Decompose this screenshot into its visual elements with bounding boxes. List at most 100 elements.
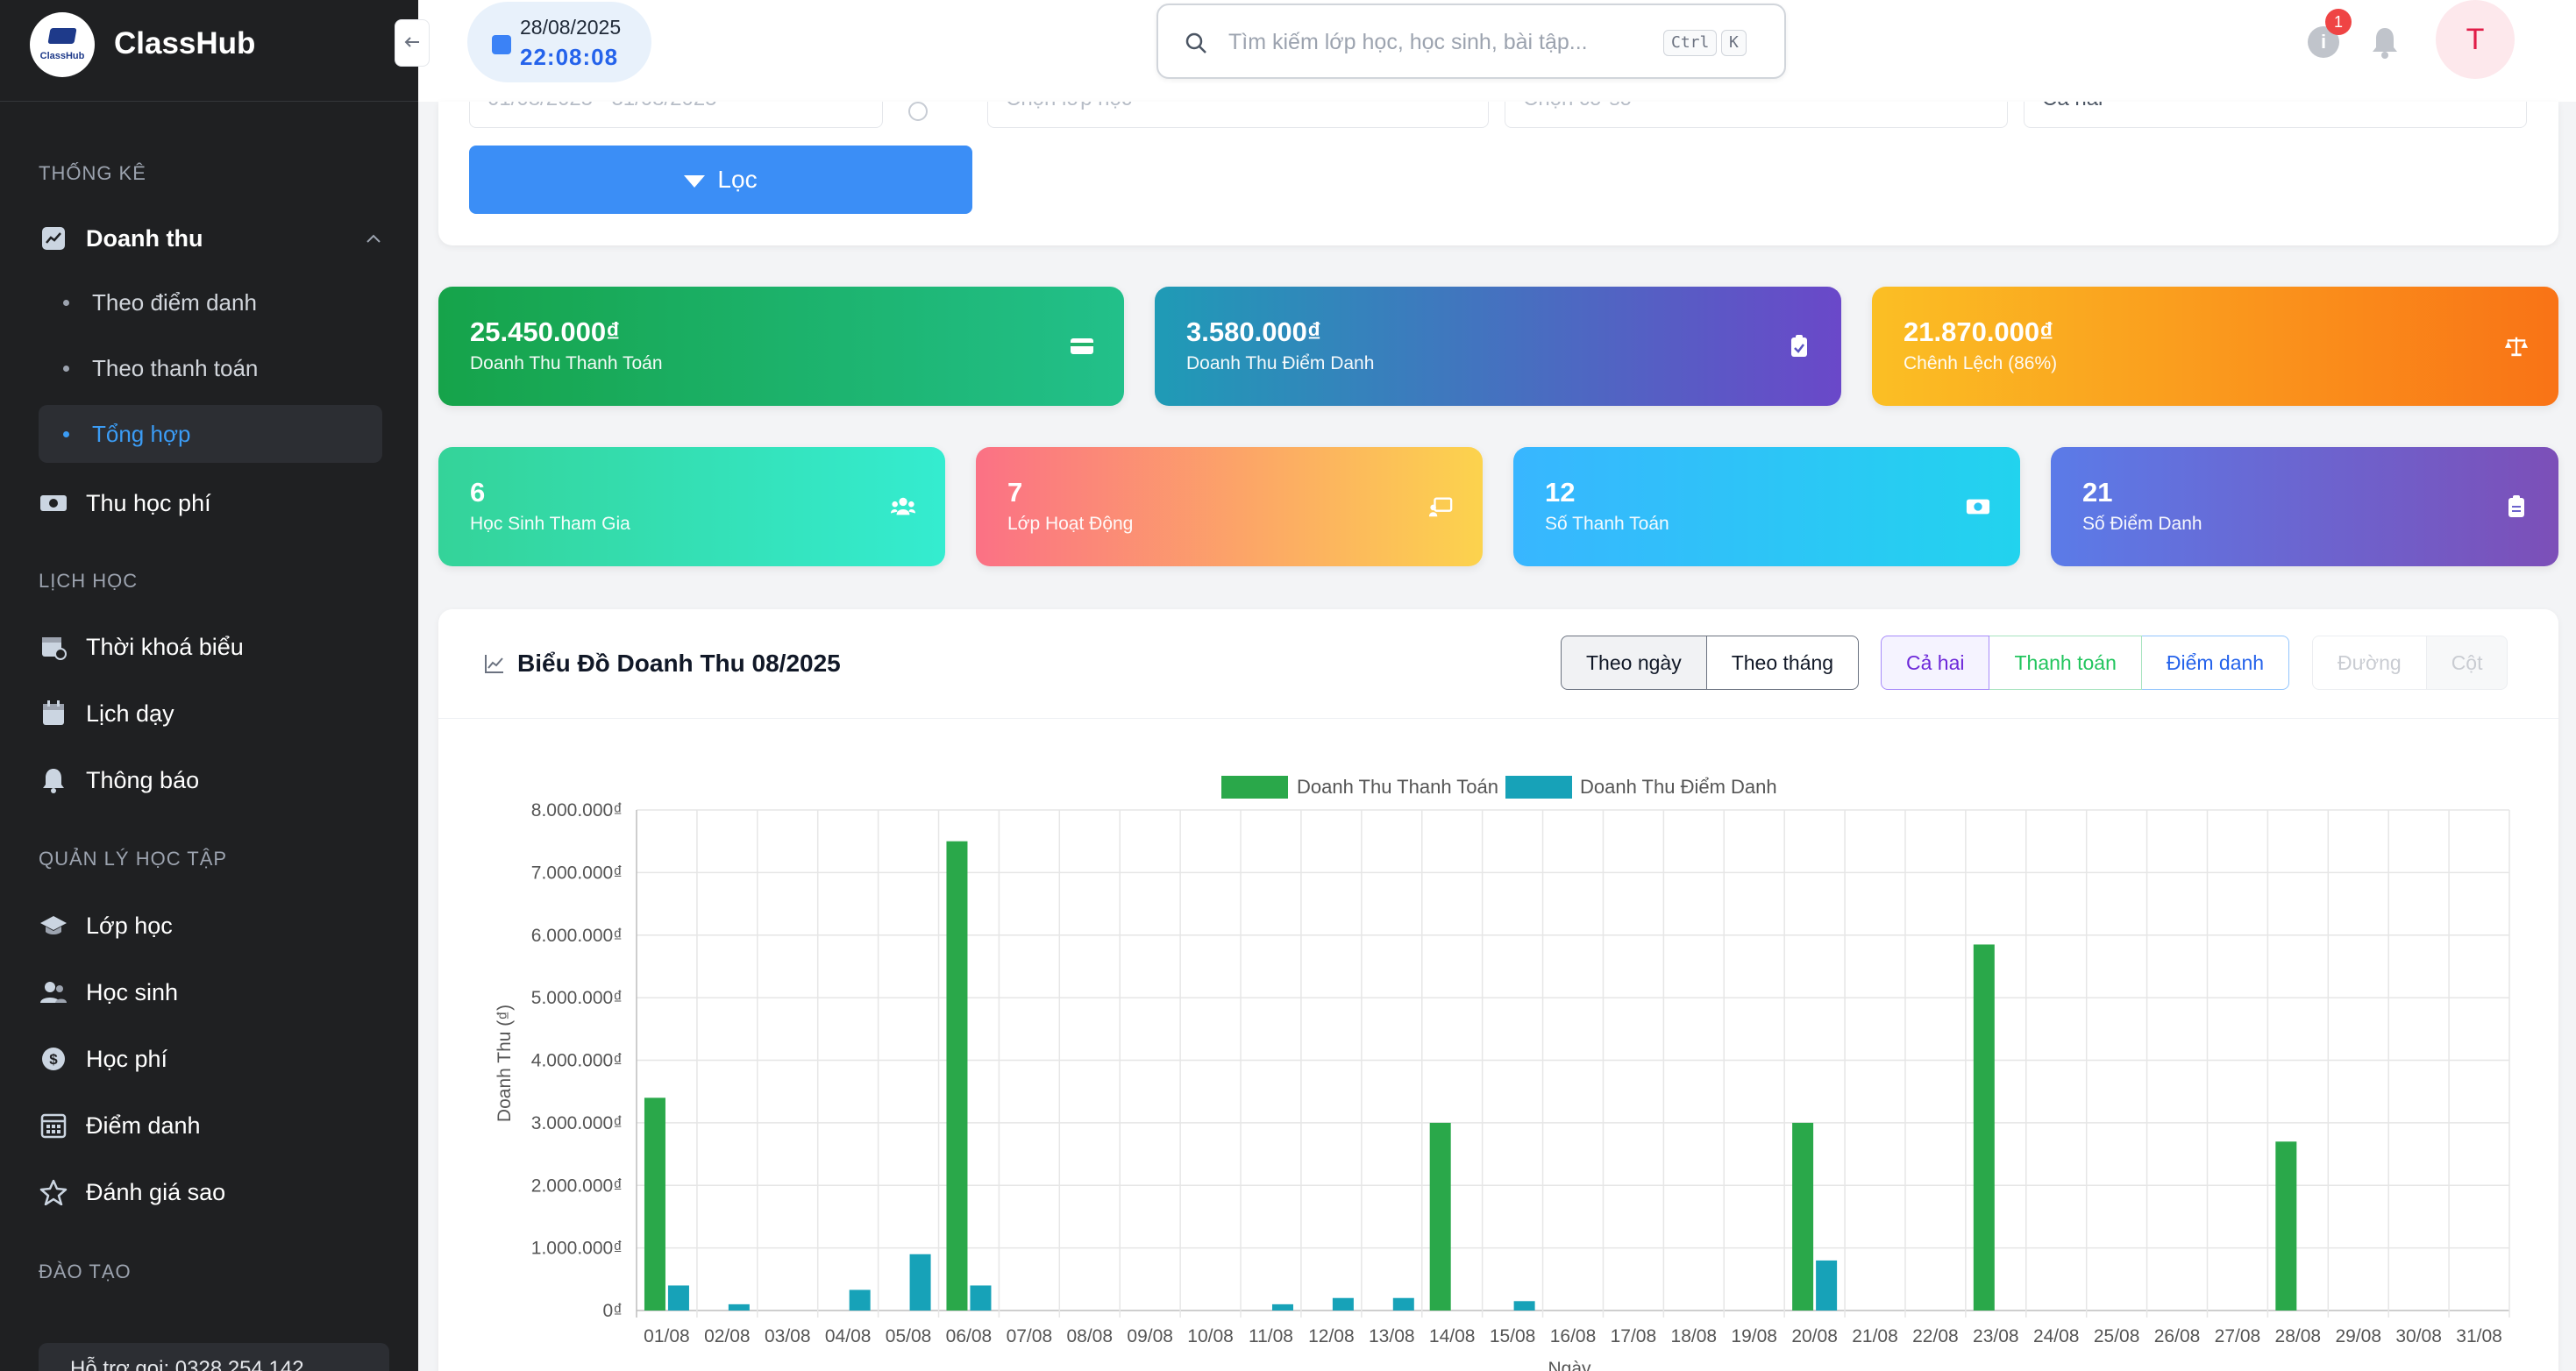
user-avatar[interactable]: T — [2436, 0, 2515, 79]
notification-badge: 1 — [2325, 9, 2352, 35]
support-hotline[interactable]: Hỗ trợ gọi: 0328 254 142 — [39, 1343, 389, 1371]
x-tick-label: 15/08 — [1490, 1326, 1536, 1346]
chart-grid — [636, 809, 2510, 1318]
sidebar-item-label: Lịch dạy — [86, 700, 174, 727]
sidebar-item-notifications[interactable]: Thông báo — [39, 752, 382, 808]
sidebar-item-timetable[interactable]: Thời khoá biểu — [39, 619, 382, 675]
sidebar-subitem-by-payment[interactable]: Theo thanh toán — [39, 339, 382, 397]
stat-label: Lớp Hoạt Động — [1007, 514, 1134, 534]
x-tick-label: 09/08 — [1127, 1326, 1173, 1346]
date-range-field[interactable]: 01/08/2025 - 31/08/2025 — [469, 102, 883, 128]
bar-type-button[interactable]: Cột — [2426, 636, 2508, 690]
bar-attendance-13/08[interactable] — [1392, 1297, 1414, 1311]
by-month-button[interactable]: Theo tháng — [1706, 636, 1860, 690]
bar-payment-20/08[interactable] — [1792, 1122, 1814, 1311]
class-select[interactable]: Chọn lớp học — [987, 102, 1489, 128]
bar-payment-28/08[interactable] — [2275, 1141, 2297, 1311]
graduation-cap-icon — [47, 28, 77, 44]
current-date: 28/08/2025 — [520, 16, 622, 39]
bar-attendance-01/08[interactable] — [667, 1285, 689, 1311]
x-tick-label: 04/08 — [825, 1326, 872, 1346]
sidebar-item-label: Doanh thu — [86, 224, 203, 252]
chevron-up-icon[interactable] — [365, 229, 382, 249]
stat-card-students: 6 Học Sinh Tham Gia — [438, 447, 945, 566]
stat-value: 3.580.000₫ — [1186, 316, 1321, 347]
sidebar-subitem-by-attendance[interactable]: Theo điểm danh — [39, 273, 382, 331]
legend-label-attendance: Doanh Thu Điểm Danh — [1580, 776, 1777, 798]
chart-type-toggle: Đường Cột — [2312, 636, 2508, 690]
topbar: 28/08/2025 22:08:08 Ctrl K i 1 T — [395, 0, 2576, 102]
facility-select[interactable]: Chọn cơ sở — [1505, 102, 2008, 128]
x-tick-label: 11/08 — [1249, 1326, 1293, 1346]
sidebar-item-label: Điểm danh — [86, 1112, 201, 1139]
by-day-button[interactable]: Theo ngày — [1561, 636, 1707, 690]
bar-payment-06/08[interactable] — [946, 841, 968, 1311]
sidebar-item-label: Lớp học — [86, 912, 173, 939]
scale-icon — [2504, 336, 2529, 357]
bar-attendance-15/08[interactable] — [1513, 1301, 1535, 1311]
sidebar-subitem-summary[interactable]: Tổng hợp — [39, 405, 382, 463]
bar-attendance-05/08[interactable] — [909, 1254, 931, 1311]
sidebar-item-students[interactable]: Học sinh — [39, 964, 382, 1020]
y-tick-label: 3.000.000₫ — [531, 1113, 623, 1133]
stat-card-attendances: 21 Số Điểm Danh — [2051, 447, 2558, 566]
legend-swatch-payment — [1221, 776, 1288, 799]
kbd-k: K — [1721, 30, 1747, 56]
bar-payment-23/08[interactable] — [1973, 944, 1995, 1311]
both-button[interactable]: Cả hai — [1881, 636, 1990, 690]
users-icon — [891, 496, 915, 517]
bar-payment-14/08[interactable] — [1429, 1122, 1451, 1311]
kbd-ctrl: Ctrl — [1663, 30, 1718, 56]
sidebar-item-label: Thời khoá biểu — [86, 633, 244, 660]
y-tick-label: 1.000.000₫ — [531, 1239, 623, 1259]
money-icon — [39, 488, 68, 518]
bar-attendance-04/08[interactable] — [849, 1289, 871, 1311]
bar-attendance-11/08[interactable] — [1271, 1304, 1293, 1311]
help-icon[interactable] — [908, 102, 928, 121]
sidebar-item-tuition[interactable]: $ Học phí — [39, 1031, 382, 1087]
stat-label: Số Điểm Danh — [2082, 514, 2202, 534]
sidebar-item-star-rating[interactable]: Đánh giá sao — [39, 1164, 382, 1220]
sidebar-item-revenue[interactable]: Doanh thu — [39, 210, 382, 266]
filter-button[interactable]: Lọc — [469, 146, 972, 214]
x-tick-label: 31/08 — [2456, 1326, 2502, 1346]
x-tick-label: 21/08 — [1852, 1326, 1898, 1346]
x-tick-label: 08/08 — [1066, 1326, 1113, 1346]
collapse-sidebar-button[interactable] — [395, 19, 430, 67]
bar-attendance-06/08[interactable] — [970, 1285, 992, 1311]
bar-attendance-20/08[interactable] — [1816, 1260, 1838, 1311]
x-tick-label: 12/08 — [1308, 1326, 1355, 1346]
svg-text:$: $ — [49, 1051, 58, 1068]
search-input[interactable] — [1228, 25, 1649, 60]
sidebar-item-tuition-collect[interactable]: Thu học phí — [39, 475, 382, 531]
line-type-button[interactable]: Đường — [2312, 636, 2427, 690]
sidebar-item-classes[interactable]: Lớp học — [39, 898, 382, 954]
sidebar-item-attendance[interactable]: Điểm danh — [39, 1098, 382, 1154]
payment-button[interactable]: Thanh toán — [1989, 636, 2142, 690]
x-tick-label: 23/08 — [1973, 1326, 2019, 1346]
y-tick-label: 8.000.000₫ — [531, 800, 623, 820]
bar-attendance-02/08[interactable] — [728, 1304, 750, 1311]
app-logo: ClassHub — [30, 12, 95, 77]
attendance-button[interactable]: Điểm danh — [2141, 636, 2290, 690]
sidebar-item-teaching-schedule[interactable]: Lịch dạy — [39, 686, 382, 742]
stat-card-classes: 7 Lớp Hoạt Động — [976, 447, 1483, 566]
stat-label: Doanh Thu Thanh Toán — [470, 353, 663, 373]
sidebar-subitem-label: Theo thanh toán — [92, 354, 259, 381]
revenue-bar-chart: Doanh Thu Thanh Toán Doanh Thu Điểm Danh… — [495, 776, 2510, 1371]
section-title-statistics: THỐNG KÊ — [39, 162, 146, 184]
users-icon — [39, 977, 68, 1007]
x-tick-label: 25/08 — [2094, 1326, 2140, 1346]
search-icon — [1185, 32, 1207, 54]
sidebar-item-label: Học phí — [86, 1045, 168, 1072]
revenue-type-select[interactable]: Cả hai — [2024, 102, 2527, 128]
sidebar-item-label: Đánh giá sao — [86, 1178, 226, 1205]
brand[interactable]: ClassHub ClassHub — [0, 0, 418, 102]
bar-attendance-12/08[interactable] — [1332, 1297, 1354, 1311]
chart-icon — [39, 224, 68, 253]
x-tick-label: 19/08 — [1731, 1326, 1777, 1346]
bell-icon[interactable] — [2369, 25, 2404, 60]
period-toggle: Theo ngày Theo tháng — [1561, 636, 1860, 690]
global-search[interactable]: Ctrl K — [1156, 4, 1786, 79]
bar-payment-01/08[interactable] — [644, 1098, 665, 1311]
